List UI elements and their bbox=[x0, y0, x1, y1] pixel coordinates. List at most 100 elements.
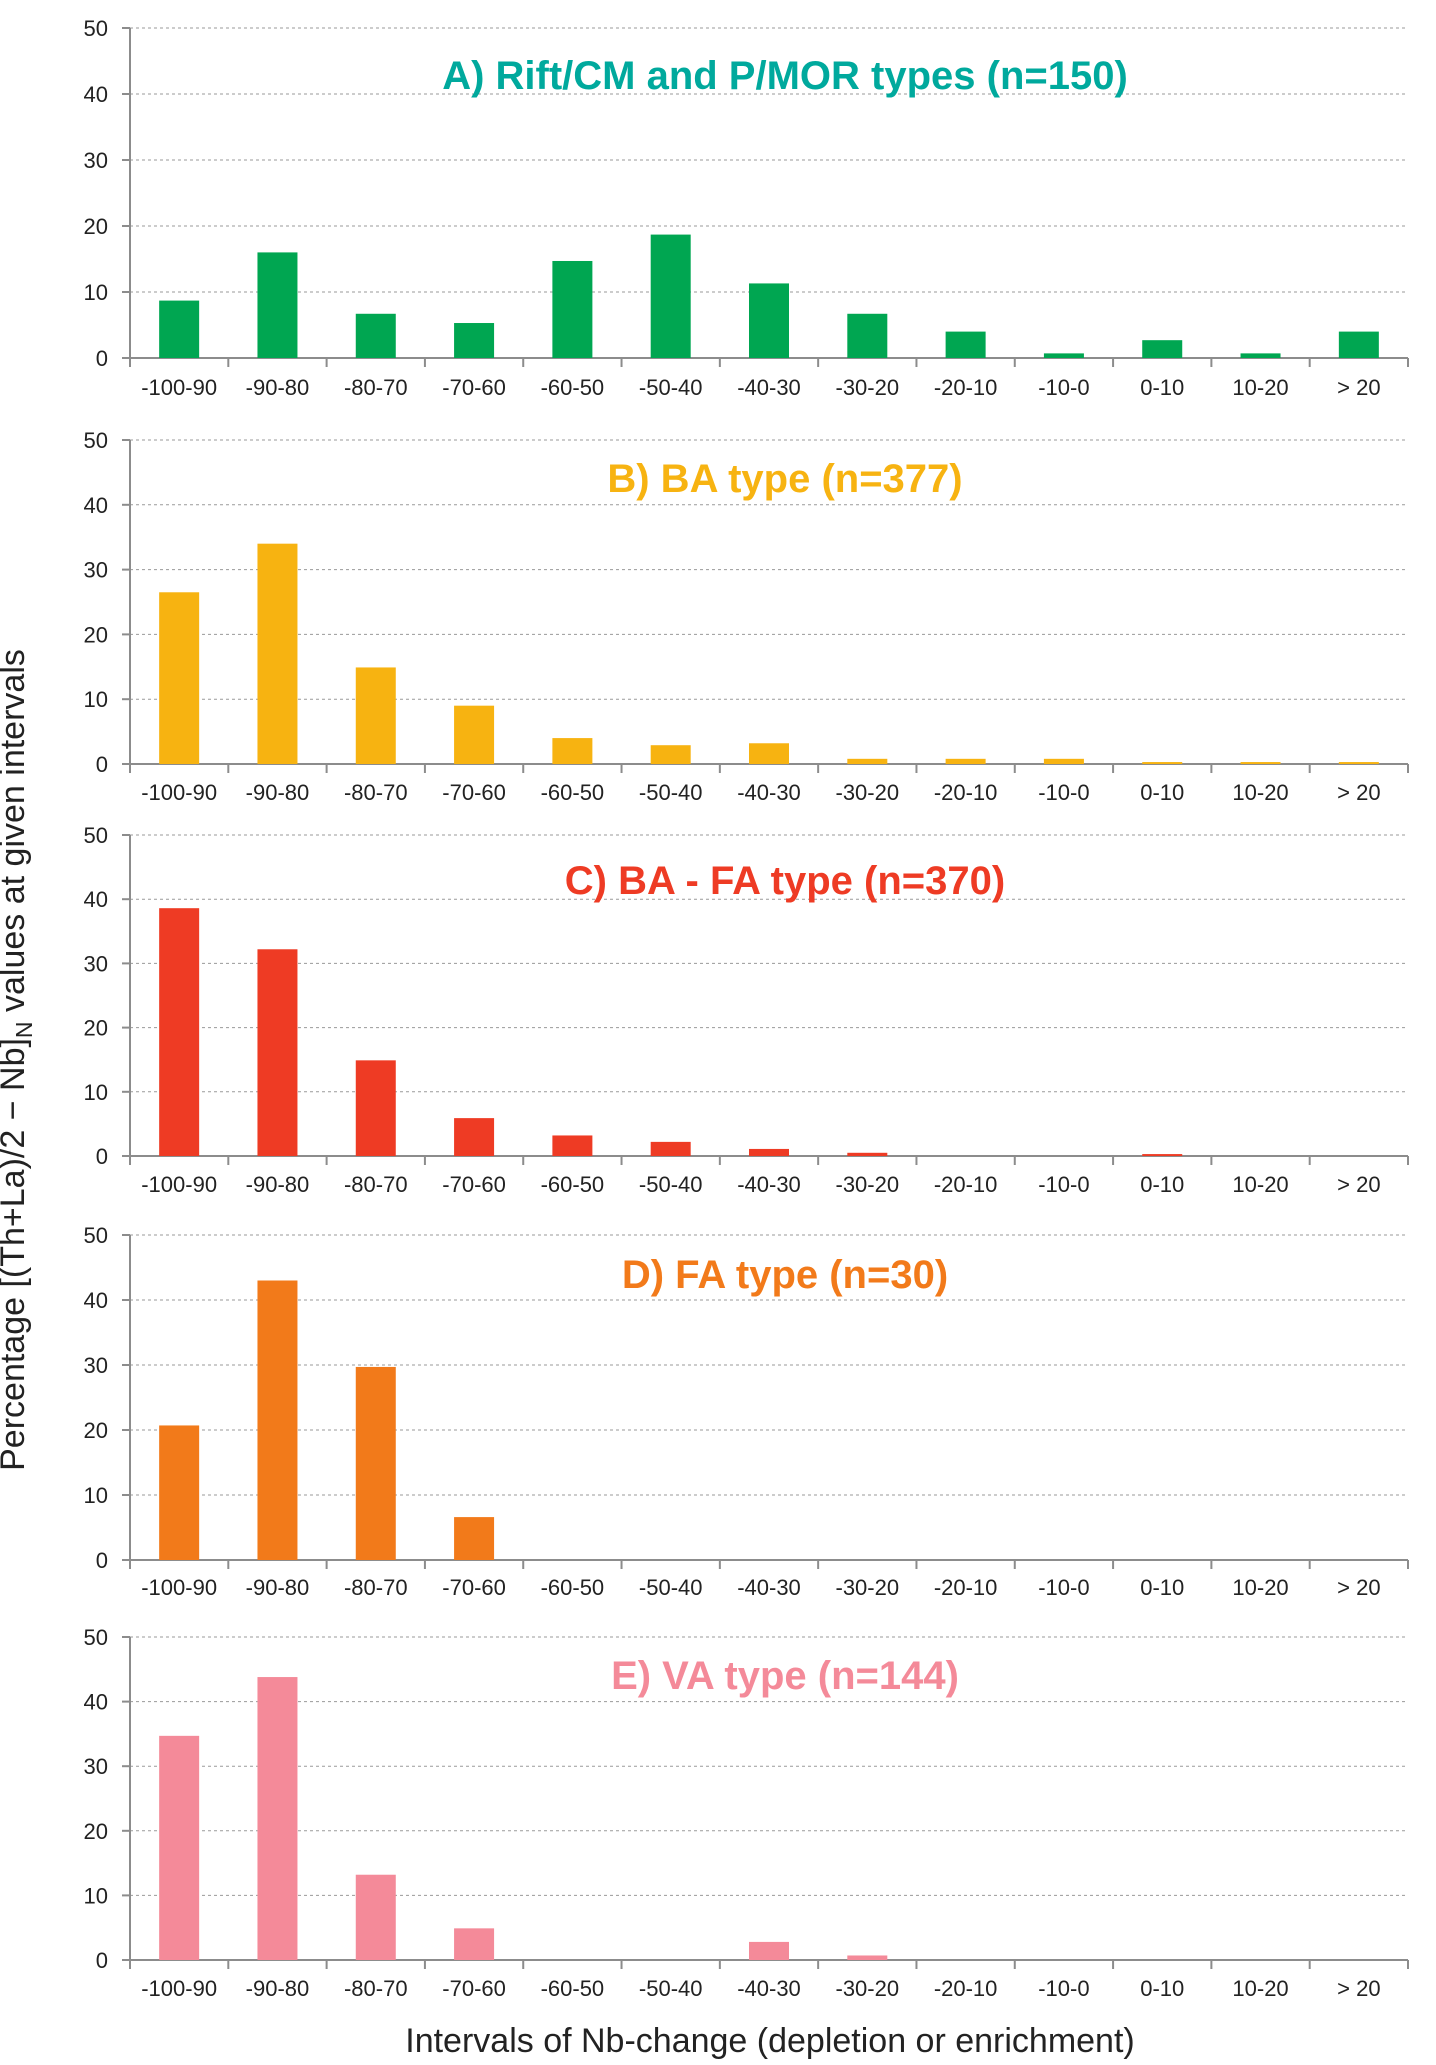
bar--10-0 bbox=[1043, 353, 1084, 358]
bar--90-80 bbox=[257, 949, 298, 1156]
x-tick-label: > 20 bbox=[1337, 1575, 1380, 1600]
x-tick-label: -20-10 bbox=[934, 375, 998, 400]
x-tick-label: -90-80 bbox=[246, 780, 310, 805]
y-tick-label: 10 bbox=[84, 280, 108, 305]
x-tick-label: -40-30 bbox=[737, 780, 801, 805]
chart-panel-3: 0 10 20 30 40 50 -100-90 -90-80 -80-70 -70-60 -60-… bbox=[84, 823, 1409, 1197]
x-tick-label: -40-30 bbox=[737, 1976, 801, 2001]
bar--70-60 bbox=[454, 1118, 495, 1156]
y-tick-label: 50 bbox=[84, 16, 108, 41]
bar--30-20 bbox=[847, 1955, 888, 1960]
bar--10-0 bbox=[1043, 758, 1084, 764]
x-tick-label: -20-10 bbox=[934, 780, 998, 805]
bar--30-20 bbox=[847, 1152, 888, 1156]
y-tick-label: 0 bbox=[96, 752, 108, 777]
bar--100-90 bbox=[159, 1735, 200, 1960]
x-tick-label: -10-0 bbox=[1038, 1976, 1089, 2001]
bar--40-30 bbox=[749, 743, 789, 764]
x-axis-title: Intervals of Nb-change (depletion or enr… bbox=[405, 2022, 1135, 2060]
x-tick-label: -90-80 bbox=[246, 1575, 310, 1600]
y-tick-label: 30 bbox=[84, 148, 108, 173]
x-tick-label: -40-30 bbox=[737, 375, 801, 400]
x-tick-label: 0-10 bbox=[1140, 1575, 1184, 1600]
bar-0-10 bbox=[1142, 340, 1183, 358]
x-tick-label: -10-0 bbox=[1038, 375, 1089, 400]
bar--100-90 bbox=[159, 592, 200, 764]
y-tick-label: 0 bbox=[96, 1948, 108, 1973]
y-tick-label: 20 bbox=[84, 1418, 108, 1443]
bar-10-20 bbox=[1240, 762, 1281, 764]
bar--70-60 bbox=[454, 1517, 495, 1560]
y-tick-label: 20 bbox=[84, 1016, 108, 1041]
bar--90-80 bbox=[257, 1677, 298, 1960]
x-tick-label: -80-70 bbox=[344, 1575, 408, 1600]
bar--80-70 bbox=[355, 1060, 396, 1156]
chart-panels: 0 10 20 30 40 50 -100-90 -90-80 -80-70 -70-60 -60-… bbox=[84, 16, 1409, 2001]
panel-title: B) BA type (n=377) bbox=[607, 457, 962, 501]
bar--90-80 bbox=[257, 1280, 298, 1560]
x-tick-label: -40-30 bbox=[737, 1575, 801, 1600]
y-tick-label: 40 bbox=[84, 493, 108, 518]
x-tick-label: -10-0 bbox=[1038, 1575, 1089, 1600]
y-tick-label: 30 bbox=[84, 1754, 108, 1779]
x-tick-label: -50-40 bbox=[639, 1172, 703, 1197]
x-tick-label: 10-20 bbox=[1232, 1575, 1288, 1600]
x-tick-label: -30-20 bbox=[836, 780, 900, 805]
y-tick-label: 20 bbox=[84, 214, 108, 239]
bar-0-10 bbox=[1142, 1154, 1183, 1156]
bar--80-70 bbox=[355, 313, 396, 358]
panel-title: A) Rift/CM and P/MOR types (n=150) bbox=[442, 54, 1128, 98]
x-tick-label: -30-20 bbox=[836, 375, 900, 400]
bar--30-20 bbox=[847, 313, 888, 358]
chart-panel-1: 0 10 20 30 40 50 -100-90 -90-80 -80-70 -70-60 -60-… bbox=[84, 16, 1409, 400]
bar--90-80 bbox=[257, 543, 298, 764]
x-tick-label: > 20 bbox=[1337, 780, 1380, 805]
bar--70-60 bbox=[454, 705, 495, 764]
x-tick-label: -20-10 bbox=[934, 1976, 998, 2001]
x-tick-label: -80-70 bbox=[344, 375, 408, 400]
bar-> 20 bbox=[1338, 331, 1379, 358]
y-tick-label: 10 bbox=[84, 1883, 108, 1908]
x-tick-label: -80-70 bbox=[344, 1172, 408, 1197]
x-tick-label: -60-50 bbox=[541, 375, 605, 400]
bar--50-40 bbox=[650, 234, 691, 358]
bar--90-80 bbox=[257, 252, 298, 358]
y-tick-label: 40 bbox=[84, 82, 108, 107]
bar--40-30 bbox=[749, 283, 789, 358]
x-tick-label: 10-20 bbox=[1232, 1172, 1288, 1197]
x-tick-label: 0-10 bbox=[1140, 780, 1184, 805]
x-tick-label: -100-90 bbox=[141, 780, 217, 805]
x-tick-label: -70-60 bbox=[442, 375, 506, 400]
x-tick-label: -100-90 bbox=[141, 1976, 217, 2001]
x-tick-label: -10-0 bbox=[1038, 1172, 1089, 1197]
panel-title: C) BA - FA type (n=370) bbox=[565, 859, 1005, 903]
y-tick-label: 0 bbox=[96, 1548, 108, 1573]
x-tick-label: -90-80 bbox=[246, 1976, 310, 2001]
x-tick-label: -90-80 bbox=[246, 1172, 310, 1197]
bar-> 20 bbox=[1338, 762, 1379, 764]
y-tick-label: 30 bbox=[84, 558, 108, 583]
bar--80-70 bbox=[355, 1874, 396, 1960]
y-tick-label: 10 bbox=[84, 1080, 108, 1105]
bar--50-40 bbox=[650, 1141, 691, 1156]
x-tick-label: -60-50 bbox=[541, 780, 605, 805]
bar--30-20 bbox=[847, 758, 888, 764]
bar--50-40 bbox=[650, 745, 691, 764]
x-tick-label: -90-80 bbox=[246, 375, 310, 400]
y-tick-label: 40 bbox=[84, 887, 108, 912]
y-tick-label: 20 bbox=[84, 622, 108, 647]
y-axis-title: Percentage [(Th+La)/2 − Nb]N values at g… bbox=[0, 649, 37, 1471]
y-tick-label: 0 bbox=[96, 1144, 108, 1169]
bar--100-90 bbox=[159, 300, 200, 358]
x-tick-label: 0-10 bbox=[1140, 1976, 1184, 2001]
x-tick-label: -60-50 bbox=[541, 1976, 605, 2001]
y-axis-title-subscript: N bbox=[11, 1021, 37, 1038]
x-tick-label: -60-50 bbox=[541, 1575, 605, 1600]
x-tick-label: -20-10 bbox=[934, 1575, 998, 1600]
chart-panel-4: 0 10 20 30 40 50 -100-90 -90-80 -80-70 -70-60 -60-… bbox=[84, 1223, 1409, 1600]
x-tick-label: -100-90 bbox=[141, 1575, 217, 1600]
panel-title: D) FA type (n=30) bbox=[622, 1253, 948, 1297]
x-tick-label: -70-60 bbox=[442, 1976, 506, 2001]
panel-title: E) VA type (n=144) bbox=[611, 1654, 959, 1698]
